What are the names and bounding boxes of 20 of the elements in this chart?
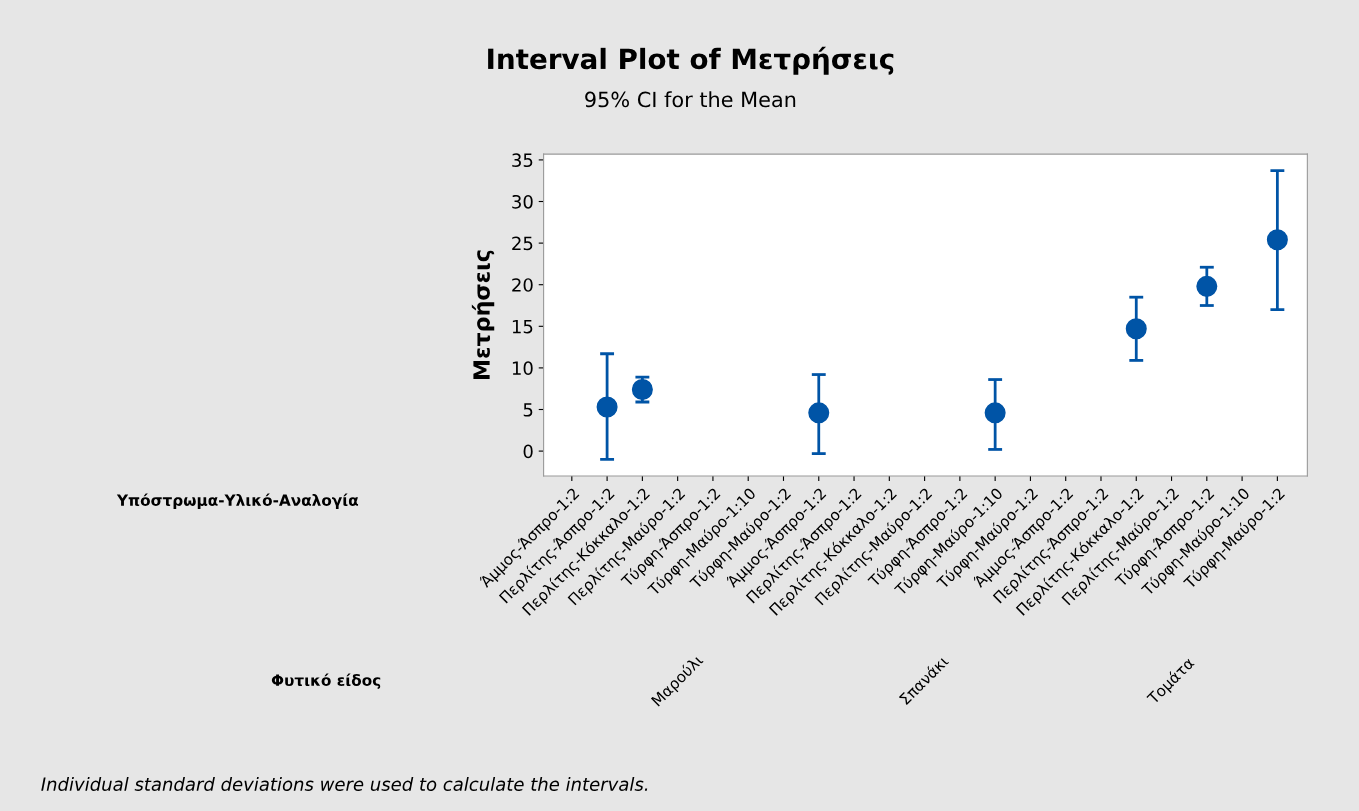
y-tick-label: 0 [523, 444, 533, 459]
y-tick-label: 20 [512, 278, 533, 292]
y-tick-label: 5 [523, 403, 533, 417]
y-axis-title: Μετρήσεις [471, 250, 495, 379]
point [596, 396, 618, 418]
chart-subtitle: 95% CI for the Mean [585, 91, 796, 108]
y-tick-label: 35 [512, 153, 533, 168]
text: Individual standard deviations were used to calculate the intervals. [41, 777, 648, 791]
text: Υπόστρωμα-Υλικό-Αναλογία [116, 493, 359, 509]
y-tick-label: 15 [512, 320, 533, 334]
point [808, 402, 830, 424]
y-tick-label: 30 [512, 194, 533, 209]
chart-title: Interval Plot of Μετρήσεις [488, 46, 894, 75]
text: Φυτικό είδος [271, 673, 381, 689]
y-tick-label: 10 [512, 361, 533, 376]
point [1266, 229, 1288, 251]
point [1125, 318, 1147, 340]
point [984, 402, 1006, 424]
point [1196, 275, 1218, 297]
y-tick-label: 25 [512, 236, 533, 251]
